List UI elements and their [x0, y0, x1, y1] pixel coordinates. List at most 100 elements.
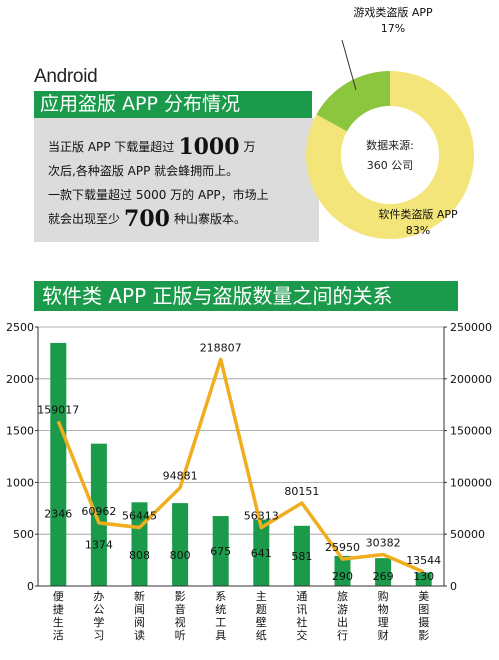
label-layer: 2346 159017 1374 60962 808 56445 800 94881 675 21…	[37, 341, 441, 583]
y-right-tick-label: 150000	[450, 425, 492, 438]
line-value-label: 25950	[325, 541, 360, 554]
x-tick-label-char: 游	[337, 603, 348, 616]
x-tick-label-char: 壁	[256, 615, 267, 629]
info-line-1-text: 当正版 APP 下载量超过	[48, 140, 175, 154]
x-tick-label-char: 闻	[134, 602, 145, 616]
line-value-label: 159017	[37, 403, 79, 416]
page-title: 应用盗版 APP 分布情况	[40, 93, 240, 115]
line-value-label: 218807	[200, 341, 242, 354]
x-tick-label-char: 视	[175, 615, 186, 629]
y-left-tick-label: 1000	[6, 476, 34, 489]
bar-value-label: 1374	[85, 539, 113, 552]
x-tick-label-char: 题	[256, 603, 267, 616]
x-tick-label-char: 活	[53, 629, 64, 642]
donut-source-value: 360 公司	[367, 159, 414, 172]
x-tick-label-char: 新	[134, 589, 145, 603]
info-line-4: 就会出现至少 700 种山寨版本。	[48, 208, 246, 230]
x-tick-label-char: 图	[418, 603, 429, 616]
y-right-tick-label: 0	[450, 580, 457, 593]
bar-value-label: 2346	[44, 507, 72, 520]
bar	[253, 519, 270, 586]
bar	[334, 555, 351, 586]
x-tick-label-char: 读	[134, 628, 145, 642]
x-tick-label-char: 财	[378, 628, 389, 642]
x-tick-label-char: 讯	[296, 603, 307, 616]
bar	[415, 572, 432, 586]
bar	[90, 443, 107, 586]
x-tick-label-char: 理	[378, 616, 389, 629]
x-tick-label-char: 习	[93, 629, 104, 642]
line-value-label: 13544	[406, 554, 441, 567]
x-tick-label-char: 捷	[53, 602, 64, 616]
donut-game-leader-line	[341, 39, 357, 91]
x-tick-label-char: 具	[215, 629, 226, 642]
donut-hole	[341, 106, 439, 204]
x-tick-label-char: 便	[53, 590, 64, 603]
donut-game-pct: 17%	[381, 22, 405, 35]
bar-layer	[50, 342, 432, 586]
x-tick-label-char: 办	[93, 590, 104, 603]
y-left-tick-label: 1500	[6, 425, 34, 438]
x-tick-label-char: 美	[418, 590, 429, 603]
bar-value-label: 581	[291, 550, 312, 563]
x-tick-label-char: 公	[93, 603, 104, 616]
bar	[50, 342, 67, 586]
x-tick-label-char: 听	[175, 629, 186, 642]
x-tick-label-char: 主	[256, 590, 267, 603]
info-line-1-unit: 万	[243, 140, 256, 154]
bar-value-label: 641	[251, 547, 272, 560]
info-line-3: 一款下载量超过 5000 万的 APP，市场上	[48, 188, 269, 202]
donut-slice-software	[306, 71, 474, 239]
bar-value-label: 130	[413, 570, 434, 583]
info-line-4-text: 就会出现至少	[48, 212, 121, 226]
bar	[293, 525, 310, 586]
x-tick-label-char: 出	[337, 615, 348, 629]
x-tick-label-char: 系	[215, 590, 226, 603]
y-right-tick-label: 50000	[450, 528, 485, 541]
y-right-tick-label: 200000	[450, 373, 492, 386]
donut-source-label: 数据来源:	[366, 138, 414, 152]
donut-software-label: 软件类盗版 APP	[378, 207, 458, 221]
section-banner	[34, 281, 458, 311]
x-tick-label-char: 社	[296, 615, 307, 629]
info-box: 当正版 APP 下载量超过 1000 万 次后,各种盗版 APP 就会蜂拥而上。 一…	[34, 118, 319, 242]
x-tick-label-char: 行	[337, 629, 348, 642]
bar-value-label: 290	[332, 570, 353, 583]
section-title: 软件类 APP 正版与盗版数量之间的关系	[42, 284, 393, 308]
donut-slice-game	[316, 71, 390, 132]
x-tick-label-char: 旅	[337, 589, 348, 603]
info-line-4-text-end: 种山寨版本。	[173, 212, 246, 226]
line-value-label: 56313	[244, 510, 279, 523]
line-value-label: 94881	[163, 470, 198, 483]
brand-label: Android	[34, 66, 98, 87]
x-tick-label-char: 摄	[418, 615, 429, 629]
bar-value-label: 808	[129, 549, 150, 562]
x-tick-label-char: 影	[418, 629, 429, 642]
y-left-tick-label: 0	[27, 580, 34, 593]
x-tick-label-char: 音	[175, 602, 186, 616]
title-banner	[34, 91, 312, 118]
y-right-tick-label: 100000	[450, 476, 492, 489]
x-tick-label-char: 物	[378, 602, 389, 616]
x-tick-label-char: 交	[296, 628, 307, 642]
x-tick-label-char: 纸	[256, 629, 267, 642]
y-right-tick-label: 250000	[450, 321, 492, 334]
line-layer	[56, 357, 425, 574]
bar-value-label: 675	[210, 545, 231, 558]
line-value-label: 30382	[366, 537, 401, 550]
axis-layer: 0 500 1000 1500 2000 2500 0 50000 100000 150000 20…	[6, 321, 492, 642]
info-highlight-700: 700	[124, 206, 170, 232]
bar	[375, 558, 392, 586]
line-value-label: 56445	[122, 510, 157, 523]
x-tick-label-char: 影	[175, 590, 186, 603]
x-tick-label-char: 生	[53, 615, 64, 629]
donut-chart: 数据来源: 360 公司 游戏类盗版 APP 17% 软件类盗版 APP 83%	[306, 5, 474, 239]
x-tick-label-char: 工	[215, 616, 226, 629]
bar	[212, 516, 229, 586]
x-tick-label-char: 统	[215, 603, 226, 616]
bar-value-label: 269	[373, 570, 394, 583]
y-left-tick-label: 500	[13, 528, 34, 541]
line-series	[56, 357, 425, 574]
info-line-2: 次后,各种盗版 APP 就会蜂拥而上。	[48, 164, 239, 178]
